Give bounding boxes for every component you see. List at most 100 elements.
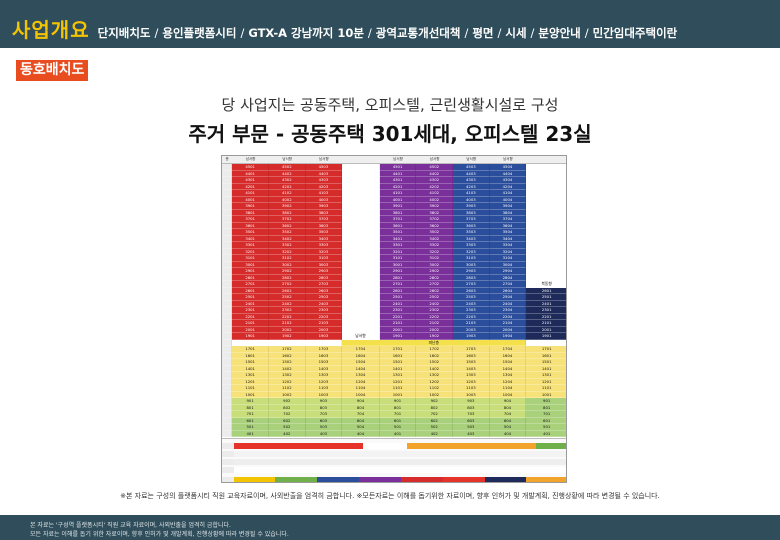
unit-cell: 1904: [489, 333, 527, 340]
unit-cell: 2301: [232, 307, 269, 314]
office-unit-cell: 1901: [526, 333, 566, 340]
table-row: 3701 3702 3703 3701 3702 3703 3704: [222, 216, 566, 223]
unit-cell: 1501: [379, 359, 417, 366]
nav-separator: /: [464, 26, 469, 40]
footer-block: [358, 477, 402, 482]
floor-cell: [222, 333, 233, 340]
unit-cell: [342, 294, 380, 301]
unit-cell: 2402: [416, 300, 454, 307]
unit-cell: 1601: [232, 352, 269, 359]
nav-item-site-plan[interactable]: 단지배치도: [97, 26, 151, 40]
unit-cell: [342, 307, 380, 314]
nav-item-sales-info[interactable]: 분양안내: [538, 26, 581, 40]
unit-cell: [342, 170, 380, 177]
unit-cell: 2702: [268, 281, 306, 288]
table-header-cell: 층: [225, 157, 229, 161]
unit-cell: 2701: [232, 281, 269, 288]
unit-cell: 3104: [489, 255, 527, 262]
floor-cell: [222, 170, 233, 177]
unit-cell: 3404: [489, 235, 527, 242]
floor-cell: [222, 203, 233, 210]
unit-cell: 3804: [489, 209, 527, 216]
unit-cell: 2304: [489, 307, 527, 314]
unit-cell: 1201: [526, 378, 566, 385]
unit-cell: 1601: [379, 352, 417, 359]
unit-cell: 4402: [416, 170, 454, 177]
footnote: ※본 자료는 구성의 플랫폼시티 직원 교육자료이며, 사외반출을 엄격히 금합…: [120, 492, 660, 500]
unit-cell: 702: [416, 411, 454, 418]
unit-cell: 1301: [379, 372, 417, 379]
unit-cell: [342, 216, 380, 223]
empty-cell: [526, 190, 566, 197]
footer-block: [536, 451, 566, 457]
unit-cell: 702: [268, 411, 306, 418]
unit-cell: 1604: [489, 352, 527, 359]
unit-cell: 4201: [379, 183, 417, 190]
unit-cell: 1003: [305, 391, 343, 398]
nav-separator: /: [240, 26, 245, 40]
unit-cell: 2502: [268, 294, 306, 301]
unit-cell: 3701: [379, 216, 417, 223]
unit-cell: 3203: [453, 248, 490, 255]
nav-item-transport[interactable]: 광역교통개선대책: [375, 26, 461, 40]
unit-cell: 4102: [416, 190, 454, 197]
unit-cell: 3002: [268, 261, 306, 268]
unit-cell: 503: [453, 424, 490, 431]
unit-cell: 804: [489, 404, 527, 411]
unit-cell: 1203: [453, 378, 490, 385]
unit-cell: [342, 268, 380, 275]
unit-cell: 1203: [305, 378, 343, 385]
unit-cell: 603: [305, 417, 343, 424]
unit-cell: 803: [453, 404, 490, 411]
table-body: 4501 4502 4503 4501 4502 4503 4504 4401 4402 4403…: [222, 164, 566, 437]
unit-cell: 1602: [268, 352, 306, 359]
floor-cell: [222, 339, 233, 346]
unit-cell: 3802: [416, 209, 454, 216]
empty-cell: [526, 255, 566, 262]
nav-item-floorplan[interactable]: 평면: [472, 26, 494, 40]
footer-block: [526, 477, 566, 482]
unit-cell: 4301: [232, 177, 269, 184]
nav-item-platform-city[interactable]: 용인플랫폼시티: [162, 26, 237, 40]
floor-cell: [222, 183, 233, 190]
unit-cell: 1003: [453, 391, 490, 398]
office-unit-cell: 2001: [526, 326, 566, 333]
table-row: 2201 2202 2203 2201 2202 2203 2204 2201: [222, 313, 566, 320]
unit-cell: 2404: [489, 300, 527, 307]
unit-cell: 401: [379, 430, 417, 437]
footer-block: [234, 467, 363, 473]
unit-cell: 1304: [489, 372, 527, 379]
unit-cell: 4503: [453, 164, 490, 171]
section-tag: 동호배치도: [16, 60, 89, 81]
table-row: 1901 1902 1903 남서향 1901 1902 1903 1904 1901: [222, 333, 566, 340]
nav-item-private-rental[interactable]: 민간임대주택이란: [592, 26, 678, 40]
unit-cell: 2601: [379, 287, 417, 294]
floor-cell: [222, 372, 233, 379]
floor-cell: [222, 417, 233, 424]
unit-cell: 4303: [305, 177, 343, 184]
unit-cell: 2501: [379, 294, 417, 301]
unit-cell: 3904: [489, 203, 527, 210]
unit-cell: 2203: [453, 313, 490, 320]
unit-cell: 404: [489, 430, 527, 437]
nav-item-price[interactable]: 시세: [505, 26, 527, 40]
unit-cell: 1603: [453, 352, 490, 359]
nav-item-gtx[interactable]: GTX-A 강남까지 10분: [248, 26, 364, 40]
unit-cell: 1902: [416, 333, 454, 340]
empty-cell: [526, 339, 566, 346]
table-header-cell: 남서향: [282, 157, 293, 161]
unit-cell: 4403: [305, 170, 343, 177]
empty-cell: [526, 222, 566, 229]
unit-cell: 2603: [305, 287, 343, 294]
unit-cell: 804: [342, 404, 380, 411]
table-row: 2301 2302 2303 2301 2302 2303 2304 2301: [222, 307, 566, 314]
empty-cell: [526, 229, 566, 236]
floor-cell: [222, 385, 233, 392]
unit-cell: 3204: [489, 248, 527, 255]
unit-cell: 3503: [453, 229, 490, 236]
unit-cell: 4501: [232, 164, 269, 171]
floor-cell: [222, 216, 233, 223]
unit-cell: 602: [416, 417, 454, 424]
unit-cell: 3801: [379, 209, 417, 216]
table-row: 401 402 403 404 401 402 403 404 401: [222, 430, 566, 437]
